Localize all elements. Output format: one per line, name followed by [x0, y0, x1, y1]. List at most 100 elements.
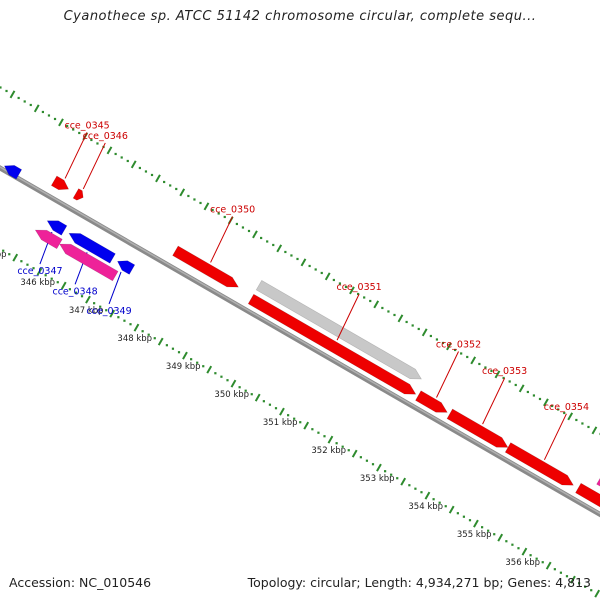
scale-label: 348 kbp	[117, 334, 152, 344]
ruler-dash	[470, 356, 477, 365]
gene-label-0349[interactable]: cce_0349	[86, 306, 131, 317]
ruler-dot	[26, 263, 29, 266]
gene-arrow-0353[interactable]	[446, 408, 509, 448]
ruler-dot	[335, 442, 338, 445]
ruler-dot	[150, 173, 154, 177]
ruler-dot	[96, 142, 99, 145]
backbone-highlight	[0, 166, 600, 515]
gene-arrow-left-blue[interactable]	[3, 165, 23, 180]
scale-label: 352 kbp	[311, 446, 346, 456]
ruler-dash	[400, 477, 407, 486]
ruler-dot	[238, 386, 241, 389]
ruler-dot	[129, 323, 132, 326]
ruler-dot	[23, 100, 26, 103]
ruler-dot	[553, 568, 556, 571]
ruler-dot	[272, 243, 275, 247]
ruler-dot	[411, 324, 414, 327]
gene-arrow-0345[interactable]	[50, 175, 70, 191]
ruler-dot	[460, 352, 463, 355]
gene-arrow-pink-2[interactable]	[59, 243, 119, 282]
gene-label-0354[interactable]: cce_0354	[544, 402, 589, 413]
ruler-dot	[44, 274, 47, 277]
ruler-dash	[130, 160, 137, 169]
gene-arrow-0347[interactable]	[46, 220, 68, 236]
gene-label-0345[interactable]: cce_0345	[64, 120, 109, 131]
ruler-dot	[541, 561, 544, 564]
ruler-dot	[193, 198, 196, 201]
ruler-dot	[144, 170, 148, 173]
ruler-dot	[408, 484, 411, 487]
ruler-dot	[120, 156, 123, 159]
ruler-dot	[163, 180, 166, 184]
ruler-dot	[80, 295, 84, 298]
ruler-dot	[420, 491, 423, 494]
ruler-dot	[169, 184, 172, 187]
gene-arrow-grey[interactable]	[255, 279, 422, 380]
inner-ruler	[2, 249, 600, 598]
ruler-dot	[153, 337, 156, 340]
gene-label-0346[interactable]: cce_0346	[83, 131, 128, 142]
ruler-dash	[9, 90, 16, 99]
ruler-dot	[217, 212, 220, 215]
gene-arrow-0355[interactable]	[575, 482, 600, 514]
ruler-dot	[308, 264, 311, 268]
gene-label-0348[interactable]: cce_0348	[52, 286, 97, 297]
ruler-dash	[279, 407, 285, 416]
gene-arrow-0348[interactable]	[68, 232, 116, 264]
gene-arrow-0349[interactable]	[117, 260, 136, 275]
ruler-dot	[226, 379, 229, 382]
gene-label-0352[interactable]: cce_0352	[436, 340, 481, 351]
ruler-dot	[141, 330, 144, 333]
ruler-dash	[594, 589, 600, 598]
ruler-dot	[359, 456, 362, 459]
ruler-dot	[417, 327, 420, 331]
ruler-dash	[133, 323, 140, 332]
ruler-dash	[324, 272, 331, 281]
ruler-dot	[468, 519, 472, 522]
gene-arrow-0352[interactable]	[415, 390, 448, 413]
ruler-dot	[117, 316, 120, 319]
scale-label: 347 kbp	[69, 306, 104, 316]
ruler-dot	[211, 208, 214, 212]
ruler-dot	[454, 348, 457, 352]
ruler-dot	[526, 390, 529, 394]
gene-arrow-0346[interactable]	[72, 188, 84, 201]
ruler-dot	[66, 124, 69, 128]
ruler-dot	[20, 260, 23, 263]
ruler-dot	[508, 380, 511, 383]
gene-label-0347[interactable]: cce_0347	[17, 266, 62, 277]
ruler-dot	[47, 114, 51, 117]
ruler-dash	[179, 188, 186, 197]
gene-label-0350[interactable]: cce_0350	[210, 204, 255, 215]
gene-label-0353[interactable]: cce_0353	[482, 366, 527, 377]
gene-label-0351[interactable]: cce_0351	[336, 282, 381, 293]
ruler-dot	[341, 445, 344, 448]
ruler-dash	[494, 370, 501, 379]
ruler-dot	[490, 369, 493, 373]
backbone-line	[0, 165, 600, 518]
gene-arrow-pink-3[interactable]	[596, 475, 600, 505]
ruler-dot	[223, 215, 226, 219]
ruler-dot	[590, 589, 593, 592]
gene-arrow-0350[interactable]	[172, 245, 239, 288]
ruler-dash	[497, 533, 504, 542]
gene-leader-0351	[336, 293, 360, 341]
scale-label: 354 kbp	[408, 502, 443, 512]
gene-arrow-0351[interactable]	[247, 293, 417, 395]
ruler-dot	[478, 362, 481, 366]
gene-arrow-0354[interactable]	[504, 442, 574, 486]
ruler-dot	[196, 361, 199, 364]
ruler-dash	[254, 393, 261, 402]
ruler-dot	[371, 463, 375, 466]
scale-label: 356 kbp	[505, 558, 540, 568]
ruler-dash	[521, 547, 528, 556]
gene-leader-0346	[82, 142, 106, 190]
gene-arrow-pink-1[interactable]	[34, 229, 63, 250]
ruler-dot	[241, 226, 245, 229]
ruler-dot	[396, 477, 399, 480]
ruler-dash	[421, 328, 428, 337]
ruler-dot	[529, 554, 532, 557]
ruler-dot	[114, 152, 117, 156]
ruler-dot	[535, 557, 538, 560]
